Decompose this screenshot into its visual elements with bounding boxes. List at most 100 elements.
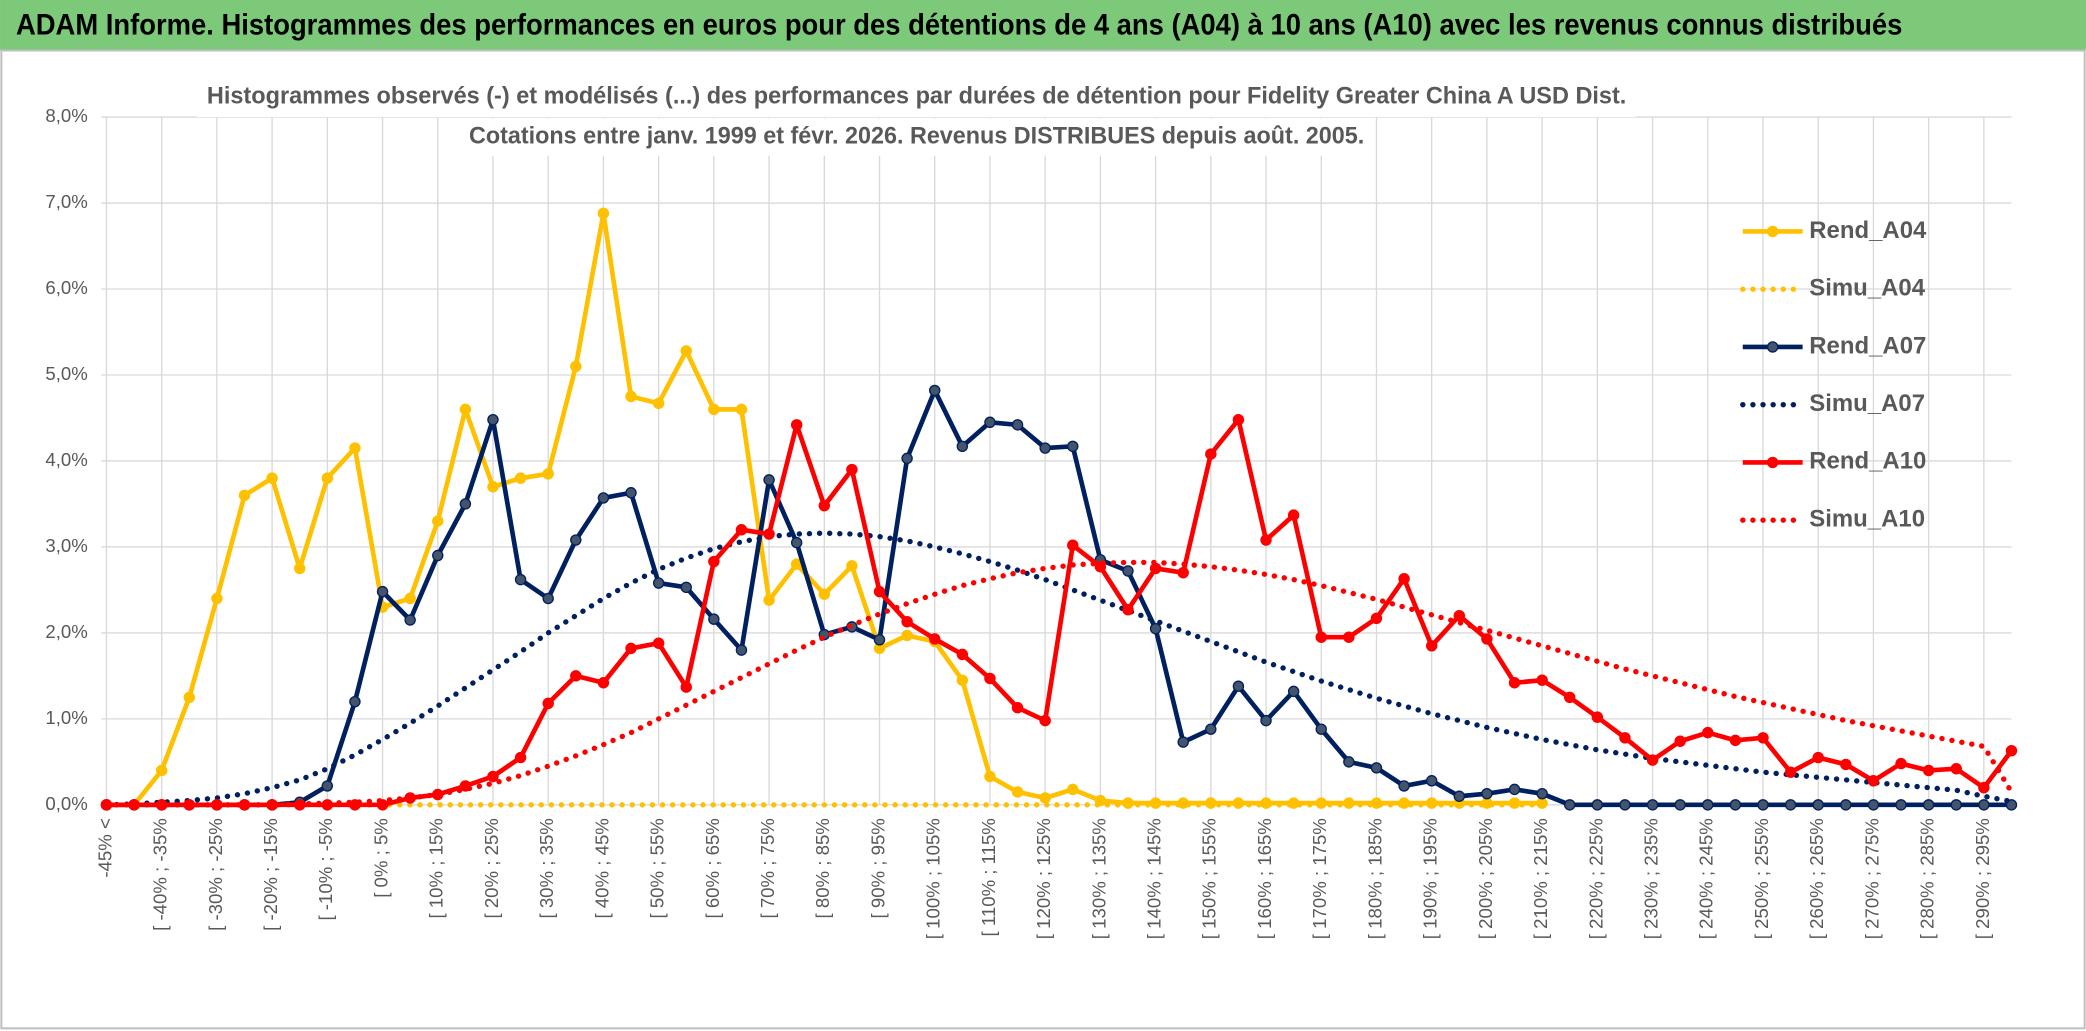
legend-label: Simu_A07 bbox=[1809, 390, 1925, 417]
data-point bbox=[1702, 799, 1714, 811]
x-tick-label: [ 130% ; 135% bbox=[1088, 818, 1109, 939]
data-point bbox=[846, 560, 858, 572]
data-point bbox=[1453, 609, 1466, 622]
data-point bbox=[1840, 758, 1852, 771]
data-point bbox=[652, 577, 665, 589]
x-tick-label: [ -10% ; -5% bbox=[315, 818, 336, 920]
data-point bbox=[1232, 680, 1245, 692]
data-point bbox=[1536, 787, 1548, 800]
data-point bbox=[1564, 799, 1576, 811]
data-point bbox=[846, 463, 858, 476]
data-point bbox=[597, 207, 610, 220]
data-point bbox=[1122, 603, 1134, 616]
legend-label: Simu_A04 bbox=[1809, 275, 1925, 302]
data-point bbox=[376, 585, 389, 598]
data-point bbox=[1287, 685, 1300, 698]
y-tick-label: 7,0% bbox=[45, 191, 87, 212]
data-point bbox=[1315, 631, 1327, 643]
data-point bbox=[1950, 763, 1962, 775]
data-point bbox=[818, 499, 831, 512]
data-point bbox=[487, 413, 499, 426]
data-point bbox=[1481, 787, 1493, 800]
data-point bbox=[1922, 799, 1935, 811]
data-point bbox=[873, 634, 886, 646]
data-point bbox=[1619, 732, 1631, 744]
data-point bbox=[432, 515, 444, 527]
data-point bbox=[1122, 565, 1134, 577]
data-point bbox=[570, 534, 582, 546]
data-point bbox=[1205, 723, 1217, 735]
x-tick-label: [ 70% ; 75% bbox=[757, 818, 778, 918]
x-tick-label: [ 240% ; 245% bbox=[1696, 818, 1717, 939]
y-tick-label: 5,0% bbox=[45, 363, 87, 384]
data-point bbox=[542, 697, 554, 710]
legend-label: Rend_A07 bbox=[1809, 332, 1926, 359]
data-point bbox=[1011, 419, 1024, 431]
data-point bbox=[238, 489, 251, 502]
data-point bbox=[708, 403, 720, 416]
data-point bbox=[432, 549, 444, 562]
data-point bbox=[1812, 751, 1824, 764]
data-point bbox=[459, 403, 472, 416]
x-tick-label: [ 140% ; 145% bbox=[1144, 818, 1165, 939]
data-point bbox=[155, 764, 168, 777]
x-tick-label: [ 230% ; 235% bbox=[1640, 818, 1661, 939]
x-tick-label: [ 110% ; 115% bbox=[978, 818, 999, 936]
data-point bbox=[1591, 711, 1604, 723]
x-tick-label: [ 20% ; 25% bbox=[481, 818, 502, 918]
x-tick-label: [ 50% ; 55% bbox=[647, 818, 668, 918]
x-tick-label: [ 10% ; 15% bbox=[426, 818, 447, 918]
x-tick-label: [ 120% ; 125% bbox=[1033, 818, 1054, 939]
x-tick-label: [ 210% ; 215% bbox=[1530, 818, 1551, 939]
x-tick-label: [ 90% ; 95% bbox=[867, 818, 888, 918]
series-line bbox=[103, 530, 2015, 808]
chart-frame bbox=[0, 49, 2086, 1030]
legend-marker bbox=[1766, 341, 1779, 353]
data-point bbox=[708, 555, 720, 568]
data-point bbox=[1481, 633, 1493, 645]
data-point bbox=[1536, 674, 1548, 686]
series-line bbox=[106, 417, 2014, 808]
data-point bbox=[1232, 413, 1245, 426]
x-tick-label: [ 220% ; 225% bbox=[1585, 818, 1606, 939]
data-point bbox=[514, 751, 527, 764]
x-tick-label: [ 190% ; 195% bbox=[1420, 818, 1441, 939]
data-point bbox=[570, 670, 582, 682]
data-point bbox=[293, 562, 306, 575]
x-tick-label: [ 290% ; 295% bbox=[1972, 818, 1993, 939]
page-title: ADAM Informe. Histogrammes des performan… bbox=[16, 9, 1902, 41]
data-point bbox=[1646, 799, 1659, 811]
data-point bbox=[984, 770, 996, 783]
data-point bbox=[1425, 640, 1438, 652]
data-point bbox=[1205, 448, 1217, 460]
data-point bbox=[1757, 732, 1769, 744]
data-point bbox=[1784, 766, 1797, 778]
data-point bbox=[956, 674, 969, 686]
x-tick-label: -45% < bbox=[94, 818, 115, 877]
data-point bbox=[763, 528, 775, 540]
data-point bbox=[680, 581, 692, 594]
data-point bbox=[1398, 780, 1410, 792]
x-tick-label: [ 250% ; 255% bbox=[1751, 818, 1772, 939]
data-point bbox=[487, 770, 499, 783]
data-point bbox=[1315, 723, 1327, 735]
data-point bbox=[404, 614, 416, 626]
data-point bbox=[1619, 799, 1631, 811]
data-point bbox=[763, 474, 775, 486]
x-tick-label: [ 0% ; 5% bbox=[370, 818, 391, 898]
data-point bbox=[652, 637, 665, 649]
data-point bbox=[349, 695, 361, 708]
data-point bbox=[1177, 567, 1189, 579]
data-point bbox=[349, 442, 361, 454]
data-point bbox=[1260, 714, 1272, 727]
data-point bbox=[321, 472, 334, 484]
x-tick-label: [ 80% ; 85% bbox=[812, 818, 833, 918]
data-point bbox=[1067, 783, 1079, 796]
data-point bbox=[956, 440, 969, 453]
x-tick-label: [ 280% ; 285% bbox=[1917, 818, 1938, 939]
data-point bbox=[708, 613, 720, 625]
data-point bbox=[1978, 781, 1990, 794]
plot-area: 0,0% 1,0% 2,0% 3,0% 4,0% 5,0% 6,0% 7,0% 8,0% -45%… bbox=[45, 105, 2018, 939]
data-point bbox=[790, 419, 803, 431]
